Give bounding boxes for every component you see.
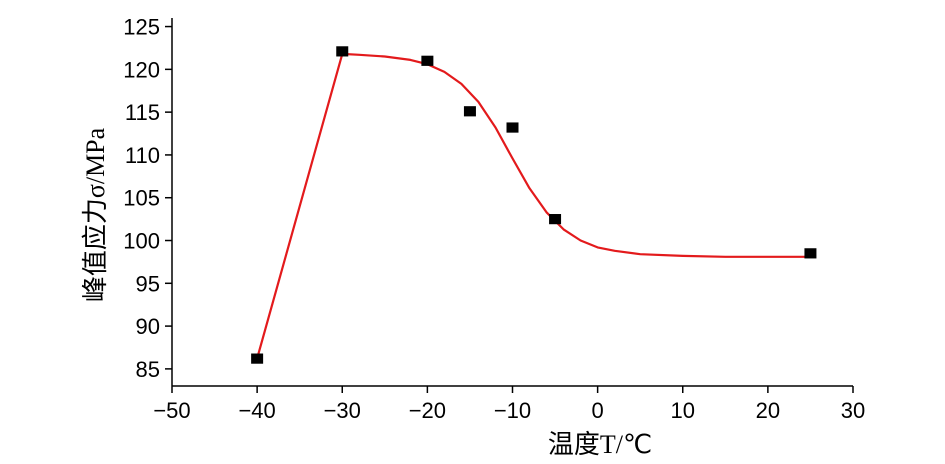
y-tick-label: 105: [123, 186, 160, 211]
x-tick-label: 0: [592, 398, 604, 423]
axes: [171, 18, 853, 387]
x-tick-label: −30: [324, 398, 361, 423]
data-point: [463, 106, 476, 117]
y-tick-label: 120: [123, 57, 160, 82]
y-tick-label: 115: [125, 100, 160, 125]
y-tick-label: 85: [136, 357, 160, 382]
x-tick-label: −10: [494, 398, 531, 423]
data-point: [251, 353, 264, 364]
y-tick-label: 110: [125, 143, 160, 168]
data-point: [336, 46, 349, 57]
x-tick-label: 30: [841, 398, 865, 423]
x-tick-label: −40: [238, 398, 275, 423]
y-tick-label: 95: [136, 271, 160, 296]
x-tick-label: −50: [153, 398, 190, 423]
y-axis-title: 峰值应力σ/MPa: [81, 127, 110, 302]
plot-area: [251, 46, 817, 364]
y-tick-label: 90: [136, 314, 160, 339]
data-point: [804, 248, 817, 259]
x-tick-label: 20: [756, 398, 780, 423]
y-tick-label: 100: [123, 229, 160, 254]
data-point: [506, 122, 519, 133]
ticks: −50 −40 −30 −20 −10 0 10 20 30 85 90 95 100 105 110 115…: [123, 15, 865, 423]
fit-curve: [256, 52, 811, 359]
x-tick-label: −20: [409, 398, 446, 423]
data-point: [549, 214, 562, 225]
y-tick-label: 125: [123, 15, 160, 40]
data-point: [421, 55, 434, 66]
x-tick-label: 10: [671, 398, 695, 423]
x-axis-title: 温度T/℃: [548, 430, 652, 459]
